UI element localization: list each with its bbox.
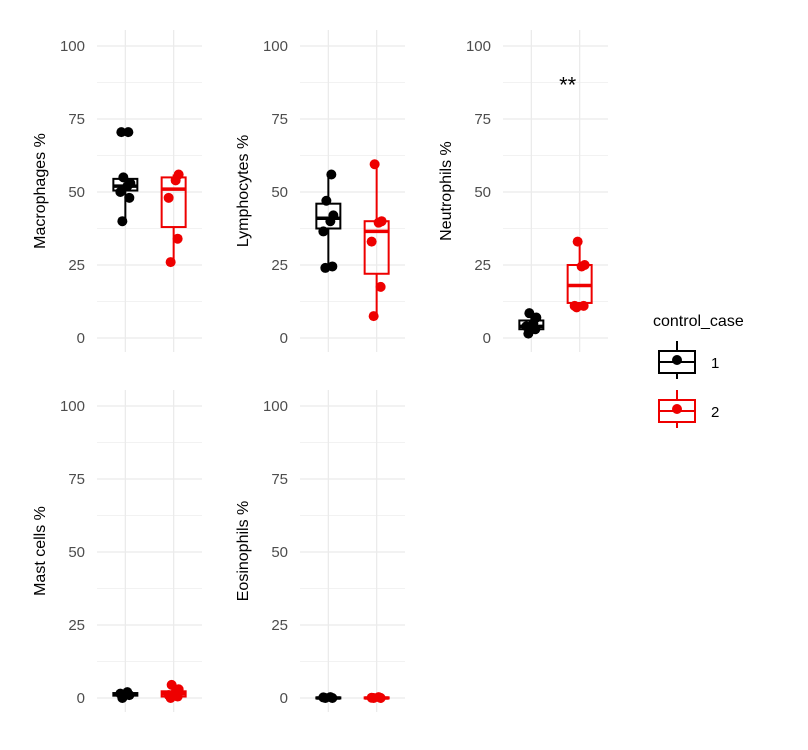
panel-1: 0 25 50 75 100 Macrophages % — [32, 30, 202, 352]
panels-layer: 0 25 50 75 100 Macrophages % 0 25 50 75 100 Lymphoc… — [32, 30, 608, 712]
data-point — [569, 300, 580, 311]
legend-label: 1 — [711, 355, 719, 372]
data-point — [368, 311, 379, 322]
data-point — [124, 192, 135, 203]
data-point — [326, 169, 337, 180]
y-axis-title: Neutrophils % — [438, 141, 455, 241]
data-point — [125, 178, 136, 189]
box-group-2 — [363, 692, 390, 703]
y-tick-label: 50 — [68, 544, 85, 561]
data-point — [578, 300, 589, 311]
box-group-2 — [160, 679, 187, 703]
y-axis-title: Eosinophils % — [235, 501, 252, 602]
data-point — [117, 216, 128, 227]
data-point — [166, 679, 177, 690]
data-point — [318, 226, 329, 237]
y-tick-label: 75 — [68, 111, 85, 128]
data-point — [116, 127, 127, 138]
panel-3: 0 25 50 75 100 Neutrophils % ** — [438, 30, 608, 352]
y-tick-label: 0 — [280, 330, 288, 347]
data-point — [325, 692, 336, 703]
panel-2: 0 25 50 75 100 Lymphocytes % — [235, 30, 405, 352]
data-point — [366, 236, 377, 247]
box-group-2 — [566, 236, 593, 313]
data-point — [373, 692, 384, 703]
y-tick-label: 50 — [68, 184, 85, 201]
data-point — [321, 195, 332, 206]
legend-point — [672, 355, 682, 365]
legend-key-2: 2 — [658, 390, 719, 428]
box-group-1 — [112, 687, 139, 703]
y-axis-title: Mast cells % — [32, 506, 49, 596]
y-tick-label: 75 — [271, 111, 288, 128]
panel-5: 0 25 50 75 100 Eosinophils % — [235, 390, 405, 712]
box-group-1 — [518, 308, 545, 339]
y-tick-label: 25 — [271, 257, 288, 274]
data-point — [123, 127, 134, 138]
y-tick-label: 25 — [271, 617, 288, 634]
data-point — [376, 216, 387, 227]
data-point — [115, 187, 126, 197]
legend-label: 2 — [711, 404, 719, 421]
panel-4: 0 25 50 75 100 Mast cells % — [32, 390, 202, 712]
data-point — [327, 261, 338, 272]
y-axis-title: Lymphocytes % — [235, 135, 252, 247]
legend-key-1: 1 — [658, 341, 719, 379]
data-point — [172, 233, 183, 244]
data-point — [572, 236, 583, 247]
data-point — [375, 281, 386, 292]
legend-title: control_case — [653, 313, 744, 330]
y-tick-label: 100 — [263, 38, 288, 55]
y-tick-label: 50 — [271, 184, 288, 201]
y-axis-title: Macrophages % — [32, 133, 49, 249]
y-tick-label: 0 — [483, 330, 491, 347]
legend-point — [672, 404, 682, 414]
y-tick-label: 0 — [77, 690, 85, 707]
y-tick-label: 75 — [271, 471, 288, 488]
y-tick-label: 0 — [77, 330, 85, 347]
data-point — [524, 308, 535, 319]
y-tick-label: 75 — [474, 111, 491, 128]
y-tick-label: 100 — [466, 38, 491, 55]
y-tick-label: 50 — [474, 184, 491, 201]
significance-annotation: ** — [559, 73, 577, 98]
data-point — [118, 172, 129, 183]
data-point — [369, 159, 380, 170]
y-tick-label: 25 — [68, 617, 85, 634]
y-tick-label: 50 — [271, 544, 288, 561]
y-tick-label: 75 — [68, 471, 85, 488]
legend: control_case 1 2 — [653, 313, 744, 428]
y-tick-label: 100 — [60, 398, 85, 415]
box-group-1 — [112, 127, 139, 227]
data-point — [328, 210, 339, 221]
box-group-1 — [315, 692, 342, 703]
y-tick-label: 100 — [60, 38, 85, 55]
data-point — [579, 260, 590, 270]
data-point — [318, 692, 329, 703]
box-group-2 — [160, 169, 187, 268]
data-point — [122, 687, 133, 698]
y-tick-label: 25 — [68, 257, 85, 274]
data-point — [165, 257, 176, 268]
y-tick-label: 0 — [280, 690, 288, 707]
data-point — [163, 192, 174, 203]
y-tick-label: 100 — [263, 398, 288, 415]
box-group-2 — [363, 159, 390, 322]
data-point — [173, 169, 184, 180]
y-tick-label: 25 — [474, 257, 491, 274]
box-group-1 — [315, 169, 342, 273]
